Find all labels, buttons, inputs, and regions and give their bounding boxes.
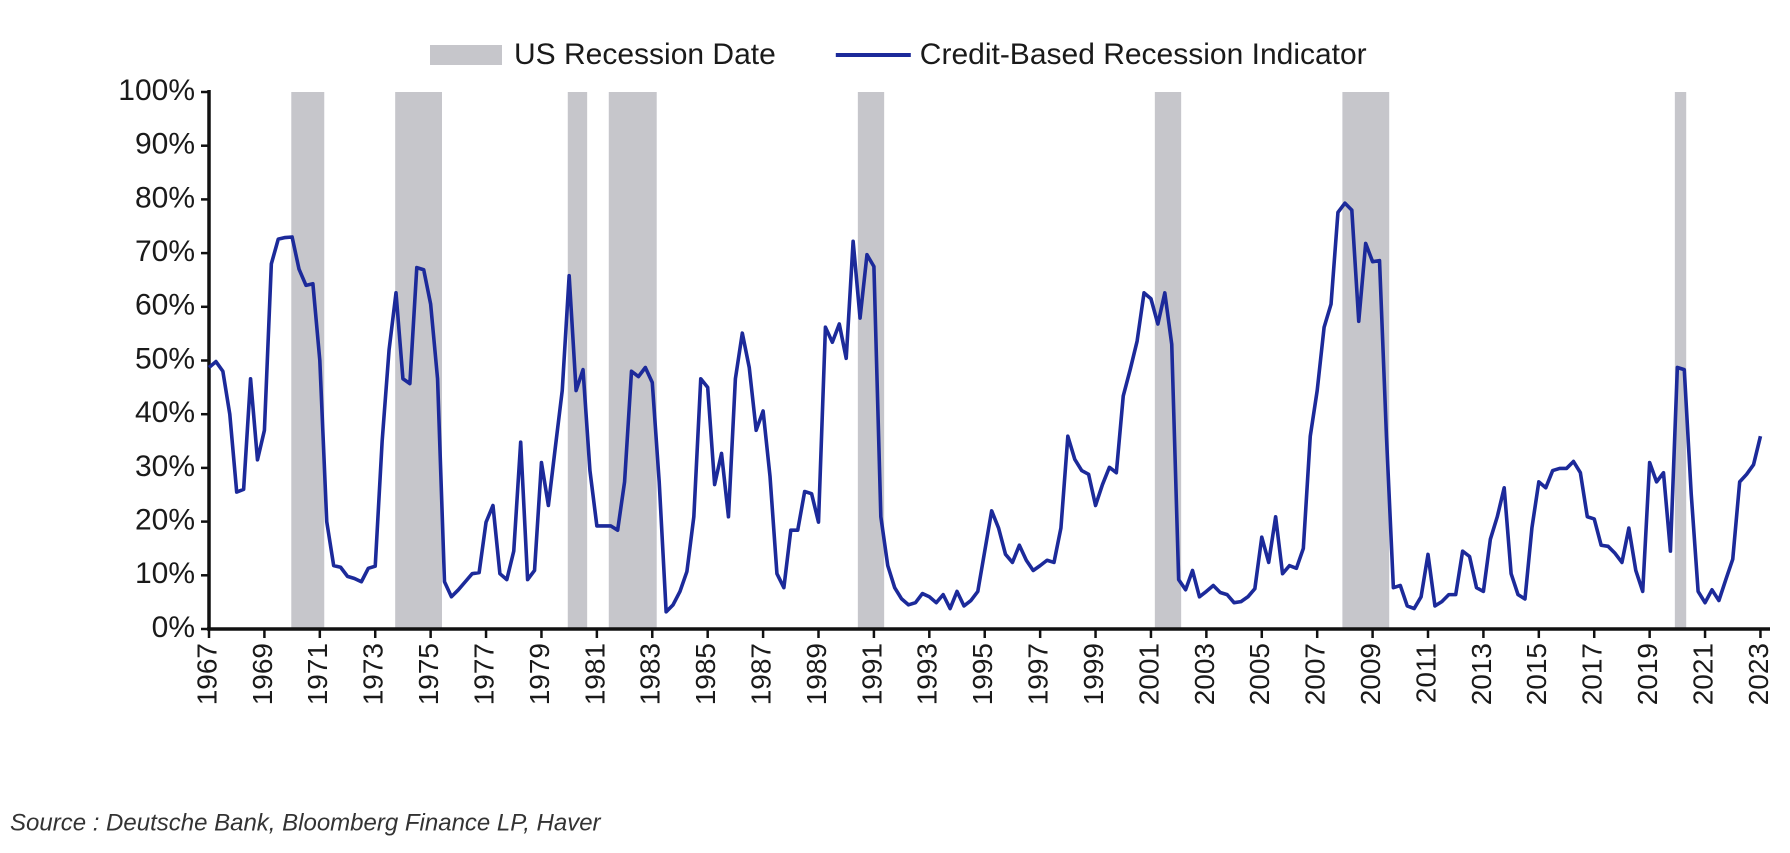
recession-band	[857, 92, 885, 629]
x-tick-label: 2017	[1577, 643, 1608, 705]
x-tick-label: 1967	[191, 643, 222, 705]
x-tick-label: 2013	[1466, 643, 1497, 705]
y-tick-label: 20%	[135, 504, 195, 537]
x-tick-label: 1983	[635, 643, 666, 705]
x-tick-label: 1973	[358, 643, 389, 705]
x-tick-label: 1977	[468, 643, 499, 705]
x-tick-label: 2011	[1410, 643, 1441, 703]
legend-item: Credit-Based Recession Indicator	[835, 38, 1367, 71]
x-tick-label: 2003	[1189, 643, 1220, 705]
x-tick-label: 2015	[1521, 643, 1552, 705]
y-tick-label: 0%	[152, 611, 195, 644]
recession-band	[608, 92, 657, 629]
recession-band	[1674, 92, 1687, 629]
legend-label: US Recession Date	[514, 38, 776, 71]
indicator-line	[207, 201, 1763, 614]
y-tick-label: 10%	[135, 557, 195, 590]
recession-band	[1342, 92, 1390, 629]
legend-item: US Recession Date	[430, 38, 776, 71]
y-tick-label: 30%	[135, 450, 195, 483]
y-tick-label: 50%	[135, 342, 195, 375]
x-tick-label: 1999	[1078, 643, 1109, 705]
x-tick-label: 2005	[1244, 643, 1275, 705]
x-tick-label: 2019	[1632, 643, 1663, 705]
x-tick-label: 2009	[1355, 643, 1386, 705]
x-tick-label: 2021	[1687, 643, 1718, 705]
x-tick-label: 1971	[302, 643, 333, 705]
recession-band	[567, 92, 588, 629]
x-tick-label: 1981	[579, 643, 610, 705]
x-tick-label: 1993	[912, 643, 943, 705]
x-tick-label: 1979	[524, 643, 555, 705]
x-tick-label: 1997	[1023, 643, 1054, 705]
y-tick-label: 80%	[135, 181, 195, 214]
y-tick-label: 40%	[135, 396, 195, 429]
x-tick-label: 2001	[1133, 643, 1164, 705]
x-tick-label: 1987	[745, 643, 776, 705]
x-tick-label: 1995	[967, 643, 998, 705]
legend-swatch	[430, 45, 502, 65]
x-tick-label: 1975	[413, 643, 444, 705]
x-tick-label: 1991	[856, 643, 887, 705]
x-tick-label: 1985	[690, 643, 721, 705]
y-tick-label: 60%	[135, 289, 195, 322]
legend-label: Credit-Based Recession Indicator	[920, 38, 1367, 71]
x-tick-label: 1969	[247, 643, 278, 705]
y-tick-label: 100%	[118, 74, 195, 107]
x-tick-label: 1989	[801, 643, 832, 705]
source-note: Source : Deutsche Bank, Bloomberg Financ…	[10, 809, 602, 836]
x-tick-label: 2007	[1300, 643, 1331, 705]
x-tick-label: 2023	[1743, 643, 1774, 705]
y-tick-label: 90%	[135, 128, 195, 161]
y-tick-label: 70%	[135, 235, 195, 268]
